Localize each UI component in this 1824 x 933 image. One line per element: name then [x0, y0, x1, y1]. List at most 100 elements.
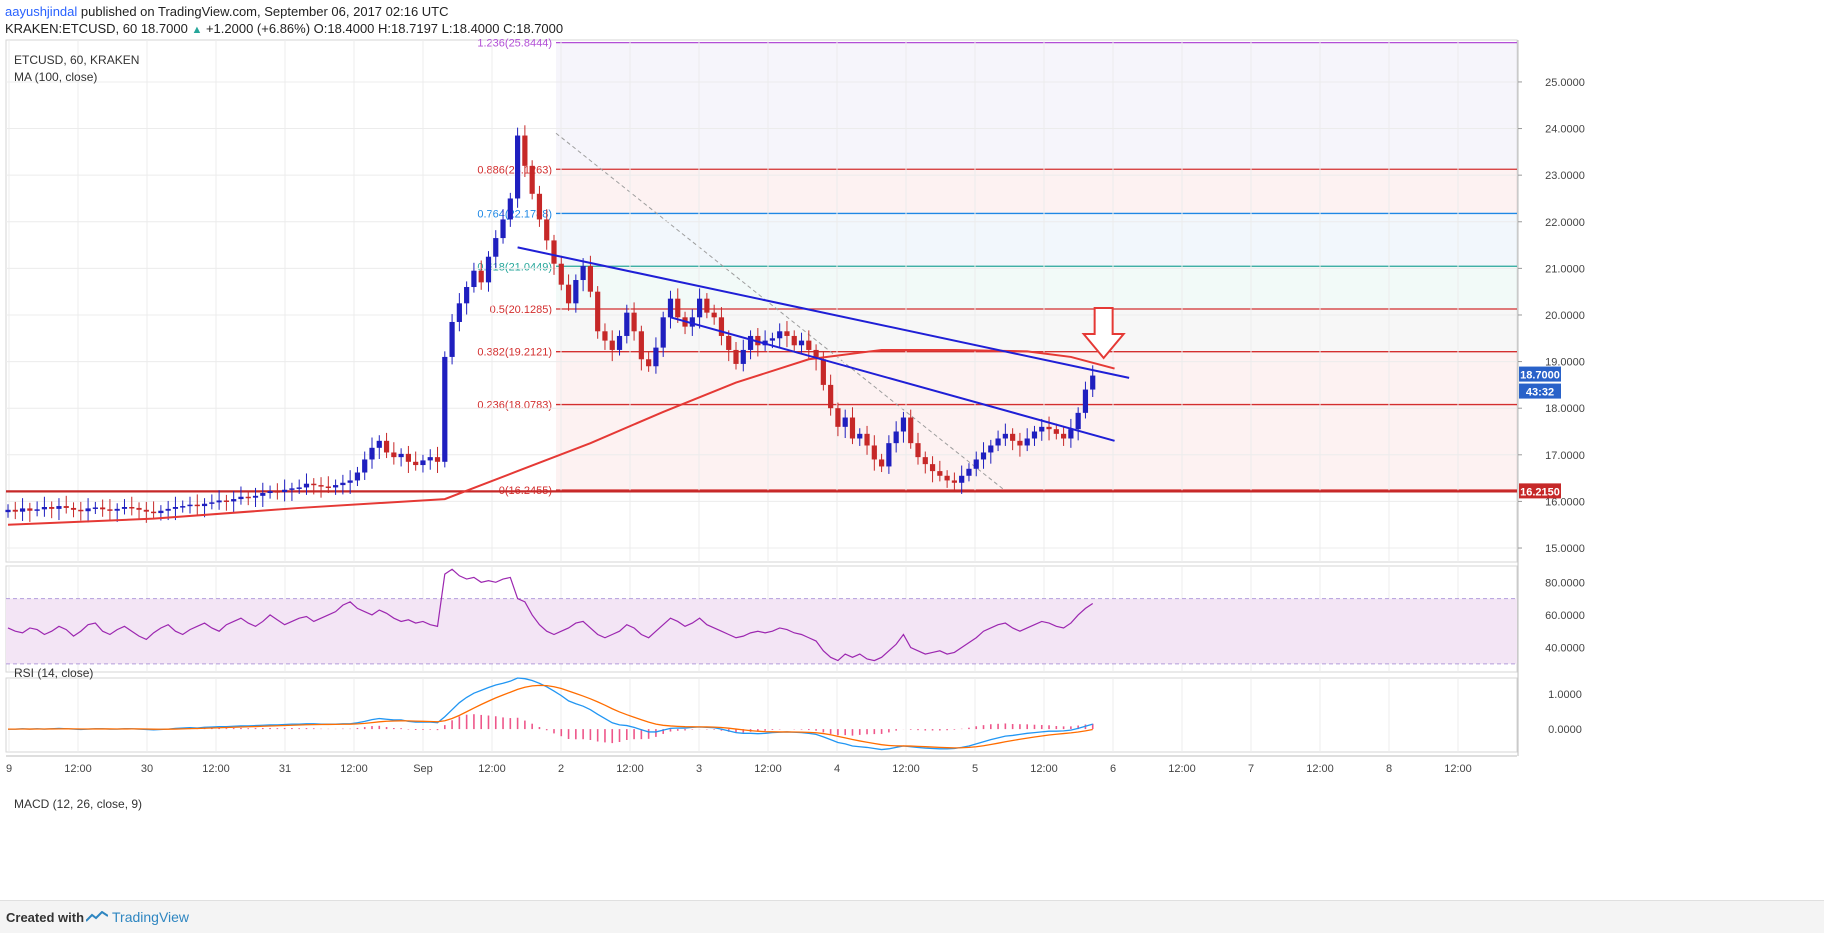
candle-body [806, 340, 812, 350]
candle-body [340, 482, 346, 486]
countdown-badge [1519, 383, 1561, 399]
candle-body [1002, 433, 1008, 439]
candle-body [216, 500, 222, 503]
time-tick-label: 4 [834, 763, 840, 775]
candle-body [624, 312, 630, 336]
candle-body [187, 504, 193, 507]
open-label: O: [313, 21, 328, 36]
candle-body [842, 417, 848, 427]
candle-body [959, 475, 965, 483]
candle-body [820, 359, 826, 385]
fibonacci-retracement[interactable]: 1.236(25.8444) 0.886(23.1263) 0.764(22.178… [477, 38, 1517, 497]
candle-body [1031, 431, 1038, 439]
last-price-label: 18.7000 [1520, 370, 1560, 382]
candle-body [726, 335, 732, 350]
time-tick-label: 2 [558, 763, 564, 775]
rsi-tick-label: 40.0000 [1545, 643, 1585, 655]
macd-pane: 1.0000 0.0000 [8, 677, 1582, 751]
chart-header: aayushjindal published on TradingView.co… [0, 0, 1824, 40]
time-tick-label: 9 [6, 763, 12, 775]
candle-body [973, 459, 979, 469]
candle-body [587, 266, 593, 292]
time-tick-label: 12:00 [892, 763, 920, 775]
candle-body [333, 485, 339, 488]
candle-body [165, 508, 171, 511]
candle-body [915, 443, 921, 458]
candle-body [602, 331, 608, 341]
candle-body [303, 483, 310, 488]
candle-body [223, 500, 229, 502]
fib-zone [556, 266, 1517, 309]
close-value: 18.7000 [516, 21, 564, 36]
support-price-label: 16.2150 [1520, 486, 1560, 498]
candle-body [493, 238, 499, 257]
candle-body [201, 503, 208, 507]
candle-body [864, 433, 870, 446]
candle-body [70, 507, 77, 510]
candle-body [689, 317, 695, 327]
candle-body [434, 457, 441, 462]
trendlines[interactable] [517, 246, 1130, 442]
candle-body [675, 298, 681, 318]
candle-body [347, 480, 353, 483]
high-value: 18.7197 [391, 21, 439, 36]
candle-body [711, 312, 717, 318]
candle-body [12, 509, 18, 512]
candle-body [631, 312, 637, 332]
published-text: published on TradingView.com, September … [80, 4, 449, 19]
time-tick-label: 8 [1386, 763, 1392, 775]
candle-body [274, 491, 280, 493]
canvas-bg [0, 40, 1824, 900]
candle-body [34, 509, 40, 511]
chart-canvas[interactable]: 1.236(25.8444) 0.886(23.1263) 0.764(22.178… [0, 0, 1824, 900]
countdown-label: 43:32 [1526, 387, 1554, 399]
macd-tick-label: 0.0000 [1548, 724, 1582, 736]
candle-body [158, 510, 164, 514]
ma-line [7, 348, 1115, 526]
candle-body [1017, 440, 1023, 446]
high-label: H: [378, 21, 392, 36]
candle-body [1061, 433, 1067, 439]
footer: Created with TradingView [0, 900, 1824, 933]
candle-body [900, 417, 907, 432]
rsi-legend: RSI (14, close) [14, 666, 93, 680]
candle-body [704, 298, 710, 313]
trendline-1 [517, 246, 1130, 379]
last-price: 18.7000 [140, 21, 188, 36]
price-change: +1.2000 (+6.86%) [205, 21, 311, 36]
candle-body [777, 331, 783, 339]
candle-body [194, 504, 200, 507]
candle-body [1039, 426, 1045, 432]
candle-body [311, 483, 317, 486]
candle-body [769, 338, 775, 341]
time-tick-label: 12:00 [64, 763, 92, 775]
price-tick-label: 25.0000 [1545, 77, 1585, 89]
fib-zone [556, 169, 1517, 214]
candle-body [697, 298, 703, 318]
candle-body [485, 256, 492, 283]
candle-body [267, 491, 273, 494]
candle-body [1010, 433, 1016, 441]
tradingview-brand[interactable]: TradingView [112, 909, 190, 925]
candle-body [886, 443, 892, 467]
fib-level-label: 0.5(20.1285) [490, 304, 552, 316]
fib-diagonal [555, 132, 1005, 491]
time-tick-label: 12:00 [1030, 763, 1058, 775]
time-tick-label: 12:00 [616, 763, 644, 775]
candle-body [733, 349, 739, 364]
up-arrow-icon: ▲ [191, 24, 203, 36]
candle-body [180, 506, 186, 508]
candle-body [49, 507, 55, 509]
candle-body [325, 486, 331, 488]
candle-body [260, 493, 266, 496]
candle-body [1075, 412, 1081, 430]
author-link[interactable]: aayushjindal [5, 4, 78, 19]
candle-body [893, 431, 899, 444]
signal-line [8, 684, 1093, 749]
rsi-tick-label: 80.0000 [1545, 577, 1585, 589]
candle-body [398, 453, 404, 458]
candle-body [114, 508, 120, 511]
candle-body [740, 349, 746, 364]
candle-body [1068, 429, 1074, 439]
rsi-pane: 80.0000 60.0000 40.0000 [6, 568, 1585, 665]
